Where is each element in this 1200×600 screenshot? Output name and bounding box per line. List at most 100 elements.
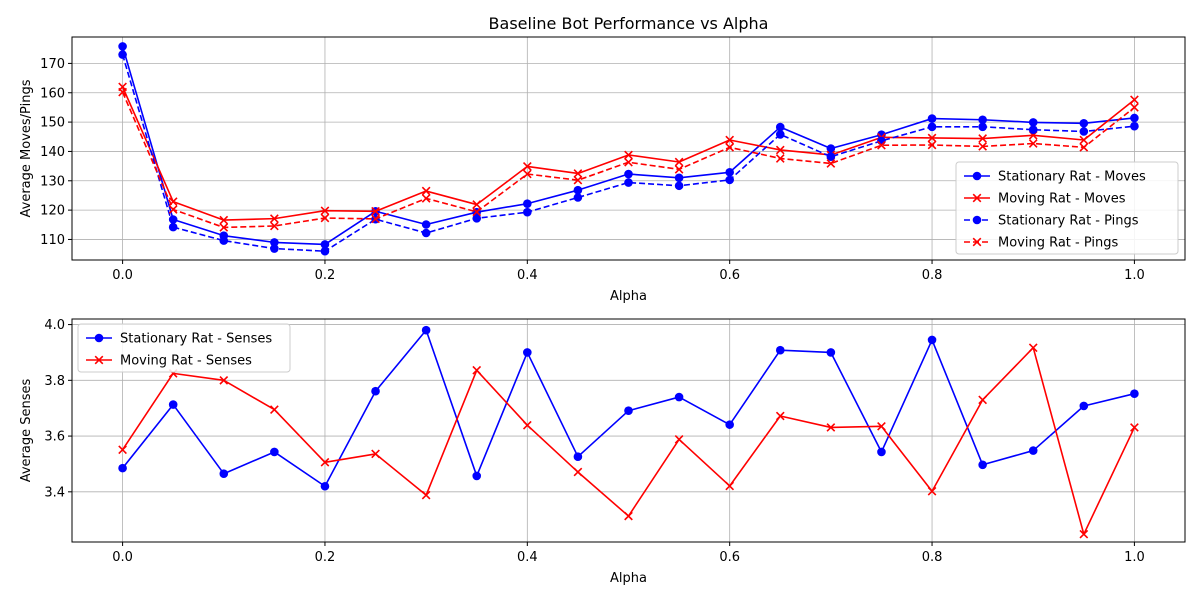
data-point xyxy=(421,194,431,203)
data-point xyxy=(674,173,684,183)
y-tick-label: 120 xyxy=(40,204,65,219)
plot-frame xyxy=(71,318,1186,543)
data-point xyxy=(118,87,127,97)
x-axis-label: Alpha xyxy=(610,571,647,586)
x-tick-label: 0.6 xyxy=(719,268,740,283)
data-point xyxy=(320,246,330,256)
legend-label: Stationary Rat - Moves xyxy=(998,170,1146,185)
data-point xyxy=(725,175,734,185)
data-point xyxy=(674,181,684,191)
legend-entry: Stationary Rat - Senses xyxy=(86,332,272,347)
data-point xyxy=(118,463,127,473)
y-tick-label: 4.0 xyxy=(44,318,65,333)
data-point xyxy=(978,122,987,132)
data-point xyxy=(978,395,988,405)
data-point xyxy=(168,222,178,232)
data-point xyxy=(472,200,482,209)
y-tick-label: 140 xyxy=(40,145,65,160)
data-point xyxy=(624,406,633,416)
data-point xyxy=(624,150,633,160)
data-point xyxy=(978,134,988,143)
data-point xyxy=(472,365,482,375)
data-point xyxy=(927,114,937,123)
legend-marker xyxy=(94,355,104,365)
data-point xyxy=(1130,389,1139,399)
y-tick-label: 3.6 xyxy=(44,430,65,445)
data-point xyxy=(624,157,633,167)
legend-frame xyxy=(77,323,291,373)
chart-title: Baseline Bot Performance vs Alpha xyxy=(489,14,769,33)
x-tick-label: 0.0 xyxy=(112,268,133,283)
data-point xyxy=(725,167,734,177)
data-point xyxy=(877,421,886,431)
x-tick-label: 0.0 xyxy=(112,550,133,565)
data-point xyxy=(522,169,532,179)
data-point xyxy=(573,169,583,178)
x-tick-label: 0.2 xyxy=(315,268,336,283)
data-point xyxy=(573,467,583,477)
data-point xyxy=(1028,118,1038,127)
data-point xyxy=(573,193,583,202)
data-point xyxy=(826,159,836,168)
data-point xyxy=(270,447,279,457)
data-point xyxy=(1130,121,1139,131)
data-point xyxy=(573,185,583,195)
data-point xyxy=(421,325,431,335)
legend-entry: Stationary Rat - Pings xyxy=(964,214,1139,229)
data-point xyxy=(421,220,431,229)
legend-entry: Stationary Rat - Moves xyxy=(964,170,1146,185)
x-tick-label: 0.8 xyxy=(922,268,943,283)
data-point xyxy=(624,169,633,179)
data-point xyxy=(269,214,279,223)
data-point xyxy=(1079,127,1089,136)
data-point xyxy=(1079,142,1089,152)
data-point xyxy=(1079,118,1089,128)
legend-label: Stationary Rat - Pings xyxy=(998,214,1139,229)
moves-pings-chart: 0.0 0.2 0.4 0.6 0.8 1.0 110 120 130 140 150 160 170 B… xyxy=(19,14,1186,304)
data-point xyxy=(978,115,987,125)
data-point xyxy=(371,449,380,459)
data-point xyxy=(624,511,633,521)
y-tick-label: 160 xyxy=(40,86,65,101)
data-point xyxy=(118,50,127,59)
data-point xyxy=(270,244,279,253)
data-point xyxy=(775,411,785,421)
series-line xyxy=(121,346,1136,535)
data-point xyxy=(775,145,785,155)
series-moving-rat-senses xyxy=(118,343,1139,539)
x-tick-label: 0.8 xyxy=(922,550,943,565)
data-point xyxy=(725,135,735,145)
data-point xyxy=(523,348,532,357)
data-point xyxy=(219,236,229,245)
data-point xyxy=(371,206,380,216)
series-line xyxy=(121,54,1135,252)
data-point xyxy=(927,335,937,345)
x-tick-label: 0.2 xyxy=(315,550,336,565)
data-point xyxy=(421,186,431,196)
data-point xyxy=(775,154,785,163)
data-point xyxy=(826,152,836,162)
data-point xyxy=(927,140,937,150)
data-point xyxy=(573,452,583,462)
data-point xyxy=(118,42,127,51)
legend-entry: Moving Rat - Moves xyxy=(964,192,1126,207)
data-point xyxy=(219,223,229,232)
data-point xyxy=(826,348,836,357)
x-axis-label: Alpha xyxy=(610,289,647,304)
x-tick-label: 0.4 xyxy=(517,268,538,283)
legend-label: Moving Rat - Pings xyxy=(998,236,1119,251)
data-point xyxy=(978,460,987,470)
legend-entry: Moving Rat - Senses xyxy=(86,354,252,369)
x-tick-label: 1.0 xyxy=(1124,268,1145,283)
y-axis-label: Average Moves/Pings xyxy=(19,79,34,217)
y-tick-label: 150 xyxy=(40,116,65,131)
data-point xyxy=(320,457,330,467)
data-point xyxy=(522,162,532,171)
legend-marker xyxy=(972,215,982,225)
data-point xyxy=(1079,401,1089,411)
data-point xyxy=(523,207,532,217)
data-point xyxy=(320,240,330,249)
data-point xyxy=(573,175,583,185)
legend: Stationary Rat - Senses Moving Rat - Sens… xyxy=(77,323,291,373)
